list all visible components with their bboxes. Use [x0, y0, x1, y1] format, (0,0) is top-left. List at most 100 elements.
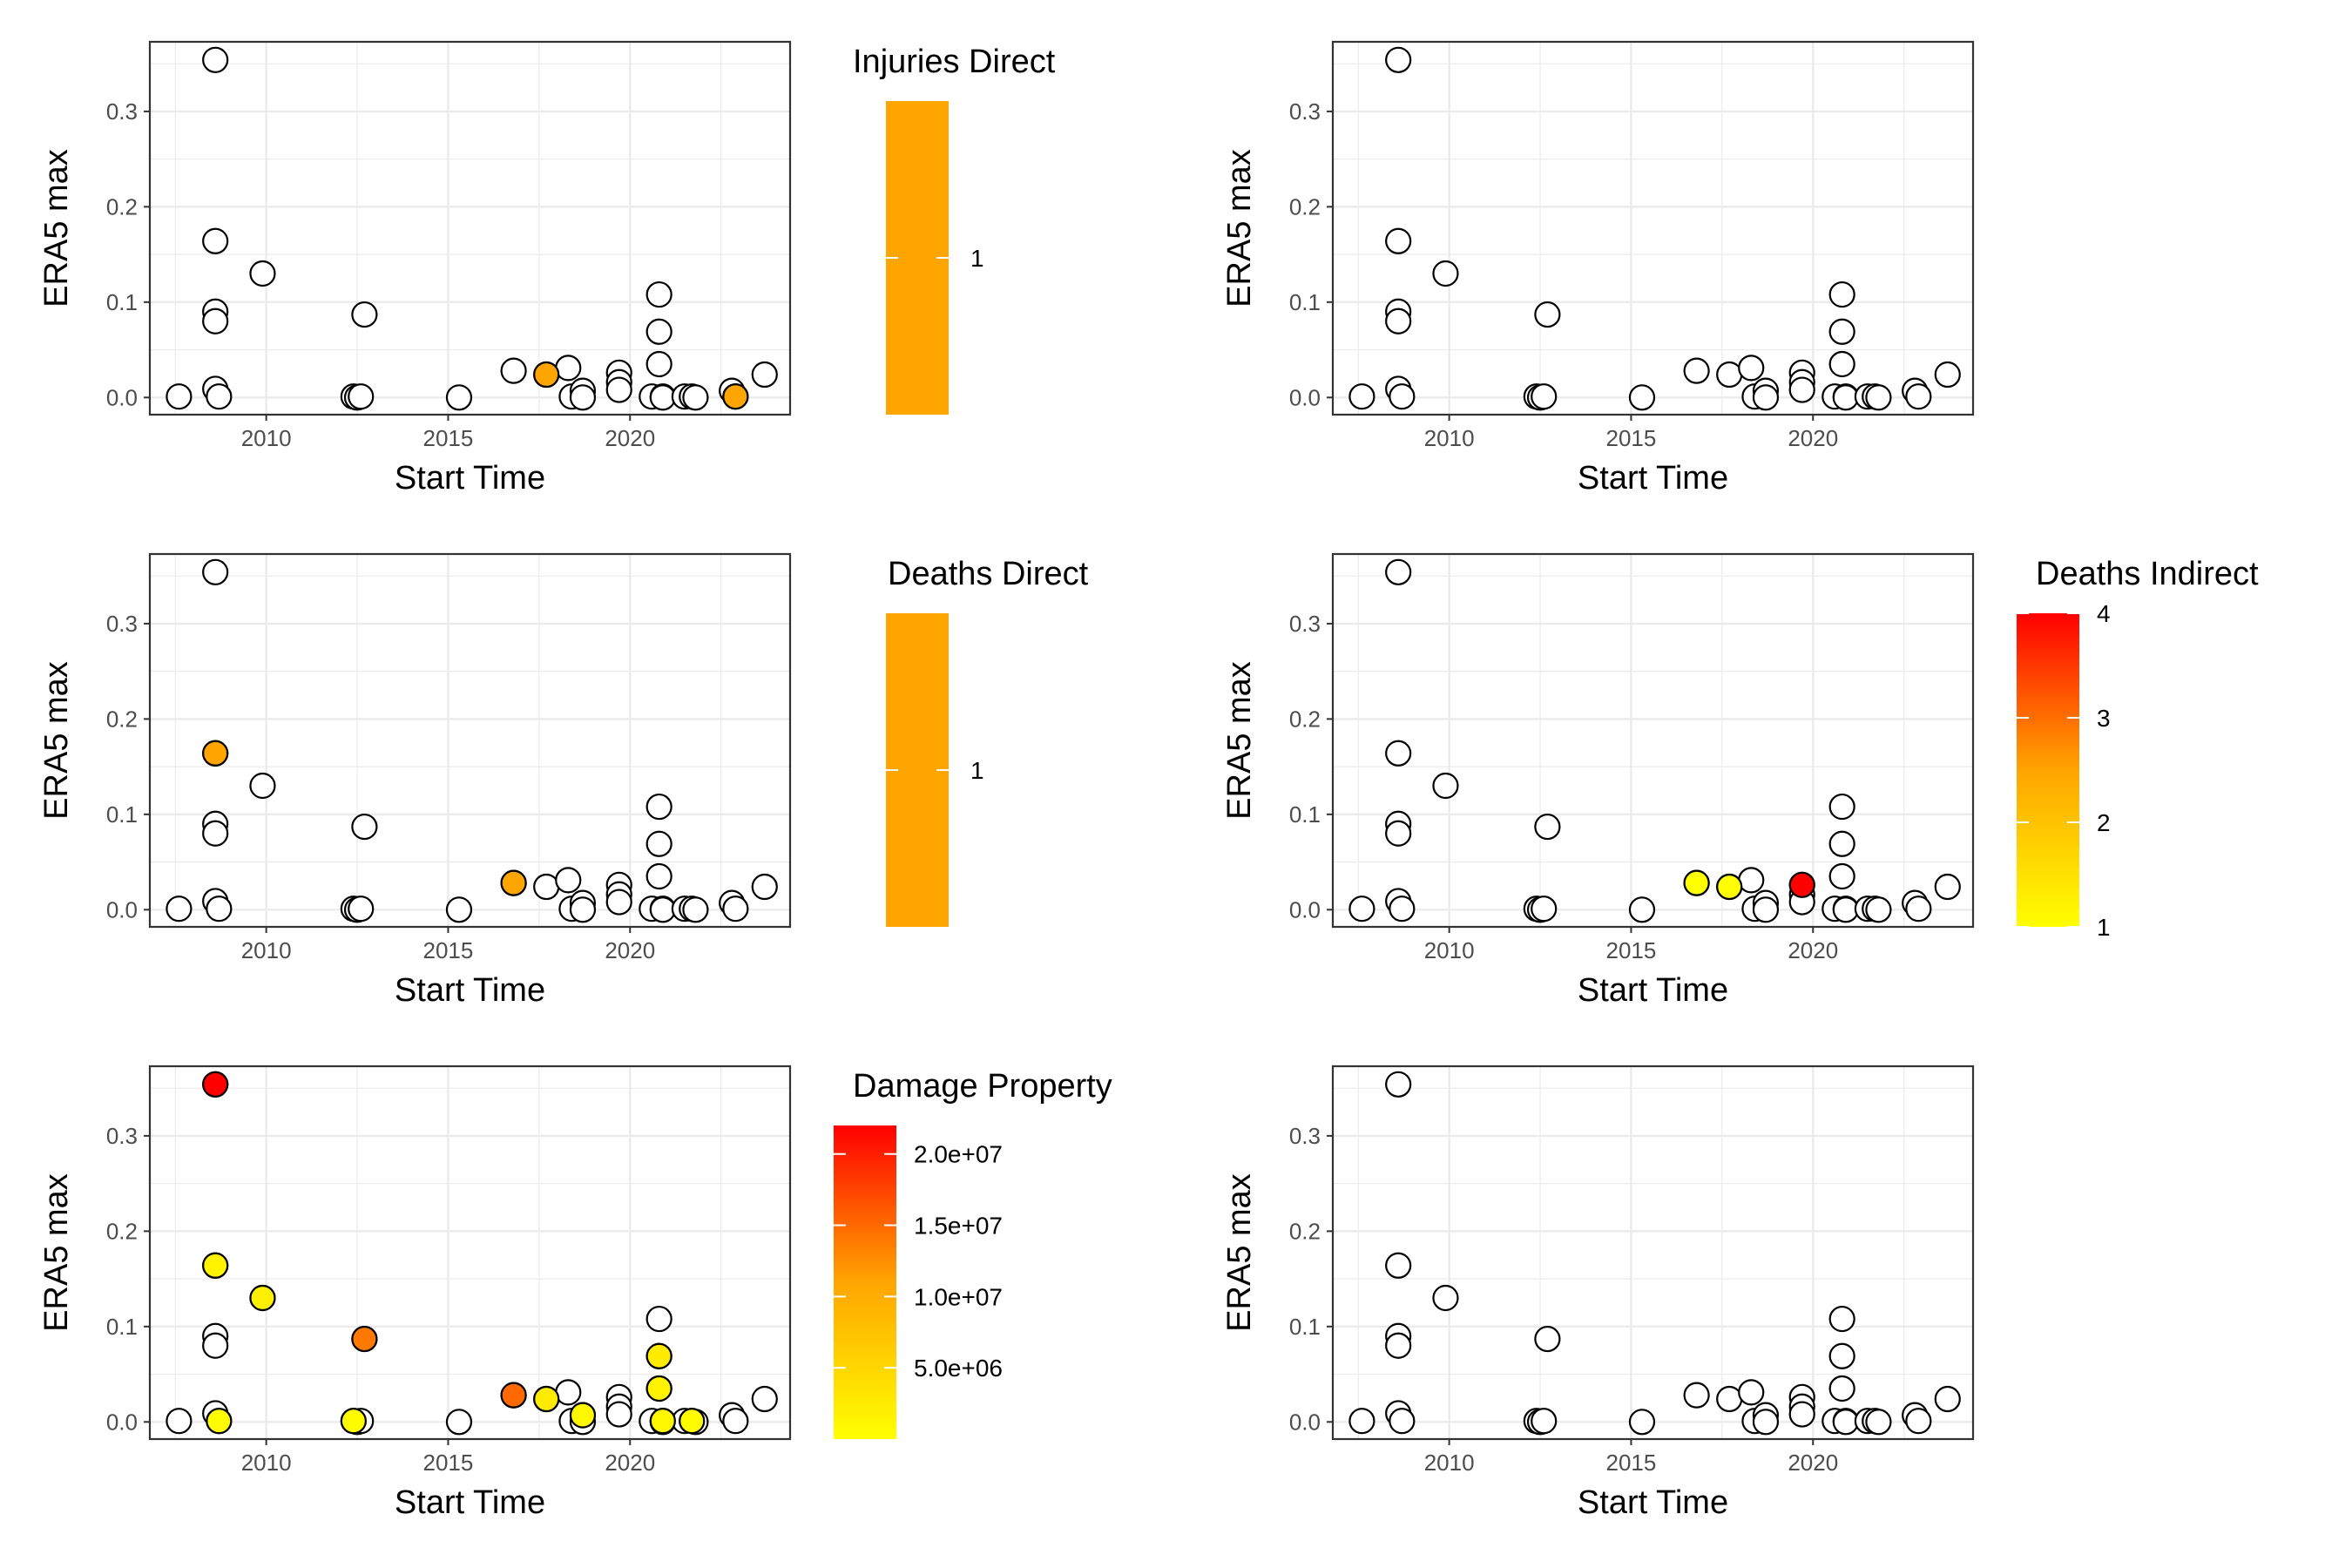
data-point — [1385, 740, 1412, 767]
data-point — [649, 896, 676, 923]
data-point — [1716, 361, 1743, 389]
data-point — [1752, 896, 1780, 923]
data-point — [645, 793, 672, 821]
y-tick-label: 0.0 — [1289, 896, 1321, 923]
data-point — [1905, 383, 1932, 410]
colored-data-point — [1683, 869, 1710, 896]
data-point — [1389, 896, 1416, 923]
data-point — [645, 1305, 672, 1333]
data-point — [166, 1408, 193, 1435]
data-point — [1865, 384, 1892, 411]
y-tick-label: 0.2 — [1289, 1218, 1321, 1244]
data-point — [445, 1409, 473, 1436]
legend: Damage Property 5.0e+06 1.0e+07 1.5e+07 2.0e… — [834, 1068, 1112, 1439]
data-point — [1628, 896, 1656, 923]
data-point — [1389, 1408, 1416, 1435]
data-point — [1385, 1071, 1412, 1098]
data-point — [1828, 1375, 1855, 1402]
data-point — [751, 1385, 778, 1413]
data-point — [202, 227, 229, 254]
data-point — [1534, 1325, 1561, 1353]
data-point — [1865, 1409, 1892, 1436]
y-tick-label: 0.0 — [106, 384, 138, 410]
colored-data-point — [1788, 871, 1815, 898]
x-tick-label: 2015 — [423, 425, 474, 451]
x-tick-label: 2020 — [1788, 1450, 1838, 1476]
data-point — [1905, 1408, 1932, 1435]
x-axis-title: Start Time — [395, 972, 545, 1009]
data-point — [1348, 1408, 1375, 1435]
colored-data-point — [351, 1325, 378, 1353]
data-point — [1905, 896, 1932, 923]
data-point — [555, 867, 582, 894]
data-point — [1832, 384, 1859, 411]
colored-data-point — [249, 1284, 276, 1312]
plot-background — [1333, 554, 1973, 927]
y-tick-label: 0.3 — [1289, 98, 1321, 125]
y-tick-label: 0.0 — [106, 1409, 138, 1435]
x-tick-label: 2020 — [1788, 425, 1838, 451]
data-point — [1738, 1379, 1765, 1406]
y-tick-label: 0.1 — [106, 289, 138, 315]
data-point — [1389, 383, 1416, 410]
data-point — [722, 896, 749, 923]
colored-data-point — [202, 740, 229, 767]
plot-background — [150, 554, 790, 927]
data-point — [682, 384, 709, 411]
x-tick-label: 2020 — [605, 425, 655, 451]
data-point — [1752, 1409, 1780, 1436]
data-point — [348, 383, 375, 410]
data-point — [1934, 361, 1961, 389]
x-tick-label: 2015 — [423, 1450, 474, 1476]
y-tick-label: 0.2 — [106, 706, 138, 732]
panel-border — [148, 40, 792, 416]
x-tick-label: 2010 — [241, 937, 292, 963]
data-point — [751, 361, 778, 389]
legend: Deaths Direct 1 — [886, 556, 1089, 927]
data-point — [1865, 896, 1892, 923]
plot-background — [1333, 1066, 1973, 1439]
colored-data-point — [533, 1385, 560, 1413]
x-tick-label: 2020 — [1788, 937, 1838, 963]
legend-colorbar — [834, 1125, 896, 1439]
colored-data-point — [649, 1408, 676, 1435]
data-point — [351, 301, 378, 328]
data-point — [645, 350, 672, 378]
x-axis-title: Start Time — [395, 460, 545, 497]
y-tick-label: 0.2 — [1289, 706, 1321, 732]
legend-title: Damage Property — [853, 1068, 1112, 1105]
data-point — [1683, 357, 1710, 384]
y-tick-label: 0.2 — [106, 193, 138, 220]
panel-bottom-right: 2010 2015 2020 0.0 0.1 0.2 0.3 Start Time ERA5 m… — [1221, 1064, 1975, 1521]
data-point — [569, 896, 597, 923]
x-tick-label: 2015 — [1606, 425, 1657, 451]
data-point — [645, 862, 672, 890]
y-tick-label: 0.1 — [106, 1314, 138, 1340]
panel-border — [148, 1064, 792, 1441]
data-point — [682, 896, 709, 923]
data-point — [1385, 1332, 1412, 1359]
data-point — [1432, 260, 1459, 287]
data-point — [1534, 301, 1561, 328]
data-point — [1828, 350, 1855, 378]
data-point — [166, 896, 193, 923]
plot-background — [150, 42, 790, 415]
data-point — [555, 1379, 582, 1406]
data-point — [1738, 355, 1765, 382]
panel-top-left: 2010 2015 2020 0.0 0.1 0.2 0.3 Start Time ERA5 m… — [38, 40, 1056, 497]
data-point — [351, 813, 378, 841]
y-tick-label: 0.3 — [106, 1123, 138, 1149]
y-tick-label: 0.3 — [1289, 1123, 1321, 1149]
y-axis-title: ERA5 max — [1221, 149, 1258, 308]
data-point — [1716, 1385, 1743, 1413]
data-point — [202, 820, 229, 847]
data-point — [1828, 1342, 1855, 1369]
data-point — [1531, 1408, 1558, 1435]
x-tick-label: 2015 — [1606, 1450, 1657, 1476]
y-tick-label: 0.2 — [106, 1218, 138, 1244]
data-point — [445, 384, 473, 411]
x-axis-title: Start Time — [1578, 972, 1728, 1009]
legend: Deaths Indirect 1 2 3 4 — [2017, 556, 2259, 941]
data-point — [605, 376, 632, 403]
data-point — [1385, 227, 1412, 254]
